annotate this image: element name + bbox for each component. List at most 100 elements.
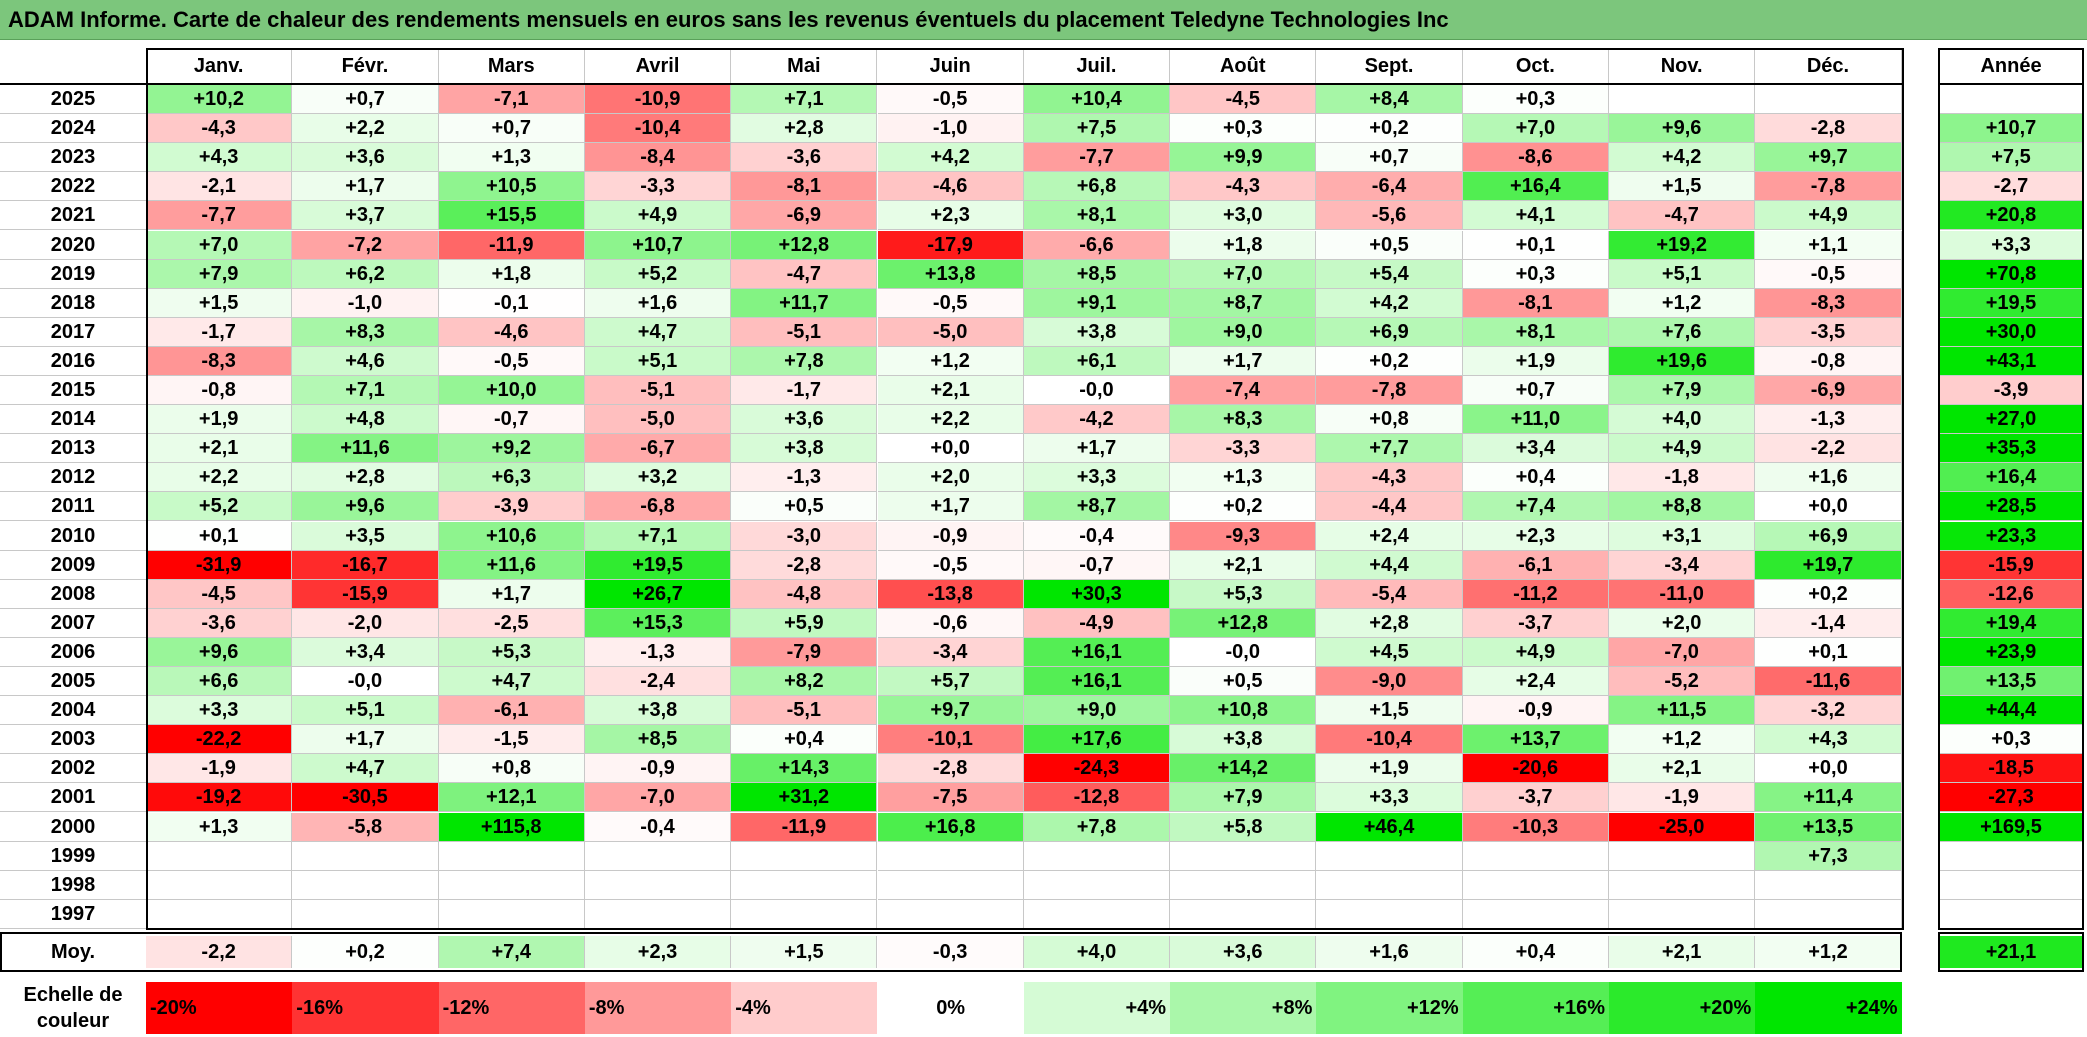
year-label: 2004 — [0, 696, 146, 726]
heatmap-cell: +2,4 — [1462, 667, 1609, 697]
heatmap-cell: +26,7 — [584, 579, 732, 609]
year-label: 2002 — [0, 754, 146, 784]
annual-cell: +10,7 — [1938, 114, 2084, 144]
heatmap-cell: +1,9 — [146, 405, 293, 435]
heatmap-cell: +0,2 — [1170, 492, 1317, 522]
heatmap-cell — [1316, 870, 1463, 900]
color-scale-label-line2: couleur — [36, 1010, 110, 1032]
heatmap-cell: -4,6 — [438, 317, 585, 347]
heatmap-cell: +1,7 — [292, 725, 439, 755]
heatmap-cell: +0,3 — [1170, 114, 1317, 144]
heatmap-cell: +3,5 — [292, 521, 439, 551]
color-scale-step: +20% — [1609, 982, 1756, 1034]
heatmap-cell: +0,0 — [1755, 492, 1902, 522]
heatmap-cell: -0,4 — [584, 812, 732, 842]
heatmap-cell: +4,5 — [1316, 637, 1463, 667]
heatmap-cell: +6,1 — [1023, 346, 1171, 376]
heatmap-cell: -7,8 — [1755, 172, 1902, 202]
heatmap-cell — [1316, 899, 1463, 929]
heatmap-cell: +12,8 — [1170, 608, 1317, 638]
month-header: Janv. — [146, 48, 293, 85]
heatmap-cell: +3,1 — [1609, 521, 1756, 551]
annual-cell: +19,4 — [1938, 608, 2084, 638]
annual-cell: +44,4 — [1938, 696, 2084, 726]
annual-cell: +13,5 — [1938, 667, 2084, 697]
heatmap-cell: +7,3 — [1755, 841, 1902, 871]
heatmap-cell: +7,0 — [1462, 114, 1609, 144]
heatmap-cell: -6,7 — [584, 434, 732, 464]
heatmap-cell: +5,9 — [731, 608, 878, 638]
heatmap-cell: +4,3 — [1755, 725, 1902, 755]
heatmap-cell: -8,1 — [1462, 288, 1609, 318]
heatmap-cell: +0,7 — [292, 85, 439, 115]
heatmap-cell: +2,2 — [292, 114, 439, 144]
heatmap-cell: +13,7 — [1462, 725, 1609, 755]
heatmap-cell: +3,0 — [1170, 201, 1317, 231]
heatmap-cell: -3,4 — [877, 637, 1024, 667]
heatmap-cell — [438, 870, 585, 900]
heatmap-cell: -7,7 — [1023, 143, 1171, 173]
heatmap-cell: -2,5 — [438, 608, 585, 638]
heatmap-cell: +4,2 — [1609, 143, 1756, 173]
heatmap-cell: -3,5 — [1755, 317, 1902, 347]
heatmap-cell: -8,1 — [731, 172, 878, 202]
heatmap-cell: +0,8 — [1316, 405, 1463, 435]
heatmap-cell: +9,7 — [1755, 143, 1902, 173]
heatmap-cell: -1,9 — [146, 754, 293, 784]
heatmap-cell: +1,9 — [1316, 754, 1463, 784]
heatmap-cell: +19,5 — [584, 550, 732, 580]
heatmap-cell — [877, 870, 1024, 900]
heatmap-cell: -6,9 — [1755, 376, 1902, 406]
heatmap-cell: -5,1 — [584, 376, 732, 406]
annual-cell: +20,8 — [1938, 201, 2084, 231]
heatmap-cell: +10,2 — [146, 85, 293, 115]
heatmap-cell: +7,1 — [584, 521, 732, 551]
annual-cell: -15,9 — [1938, 550, 2084, 580]
heatmap-cell: -3,3 — [584, 172, 732, 202]
heatmap-cell — [1609, 870, 1756, 900]
year-label: 2022 — [0, 172, 146, 202]
heatmap-cell: +7,1 — [292, 376, 439, 406]
heatmap-cell: +2,2 — [146, 463, 293, 493]
heatmap-cell: -11,0 — [1609, 579, 1756, 609]
heatmap-cell: -5,0 — [877, 317, 1024, 347]
year-label: 2015 — [0, 376, 146, 406]
heatmap-cell: +8,3 — [292, 317, 439, 347]
heatmap-cell: +16,8 — [877, 812, 1024, 842]
heatmap-cell: +7,6 — [1609, 317, 1756, 347]
heatmap-cell: +7,0 — [1170, 259, 1317, 289]
color-scale-label: Echelle de couleur — [0, 982, 146, 1034]
heatmap-cell: +5,1 — [292, 696, 439, 726]
heatmap-cell: +5,2 — [584, 259, 732, 289]
heatmap-cell: +1,3 — [438, 143, 585, 173]
heatmap-cell: +3,4 — [292, 637, 439, 667]
heatmap-cell: +4,6 — [292, 346, 439, 376]
heatmap-cell: +0,5 — [1170, 667, 1317, 697]
heatmap-cell: -1,0 — [877, 114, 1024, 144]
heatmap-cell — [1609, 841, 1756, 871]
heatmap-cell: +2,4 — [1316, 521, 1463, 551]
year-label: 2019 — [0, 259, 146, 289]
year-label: 2010 — [0, 521, 146, 551]
year-label: 2020 — [0, 230, 146, 260]
heatmap-cell: +4,3 — [146, 143, 293, 173]
header-underline — [0, 83, 1902, 85]
heatmap-cell: -4,8 — [731, 579, 878, 609]
heatmap-cell: -10,4 — [584, 114, 732, 144]
heatmap-cell: -9,3 — [1170, 521, 1317, 551]
annual-cell: +16,4 — [1938, 463, 2084, 493]
heatmap-cell: +0,5 — [731, 492, 878, 522]
color-scale-step: -20% — [146, 982, 293, 1034]
heatmap-cell: +0,8 — [438, 754, 585, 784]
heatmap-cell: -0,1 — [438, 288, 585, 318]
year-label: 2025 — [0, 85, 146, 115]
average-label: Moy. — [0, 936, 146, 968]
heatmap-cell: +0,5 — [1316, 230, 1463, 260]
color-scale-step: +12% — [1316, 982, 1463, 1034]
year-label: 1999 — [0, 841, 146, 871]
heatmap-cell: +0,0 — [1755, 754, 1902, 784]
heatmap-cell: +2,1 — [877, 376, 1024, 406]
heatmap-cell: +10,8 — [1170, 696, 1317, 726]
heatmap-cell: -3,7 — [1462, 783, 1609, 813]
heatmap-cell: +3,3 — [146, 696, 293, 726]
